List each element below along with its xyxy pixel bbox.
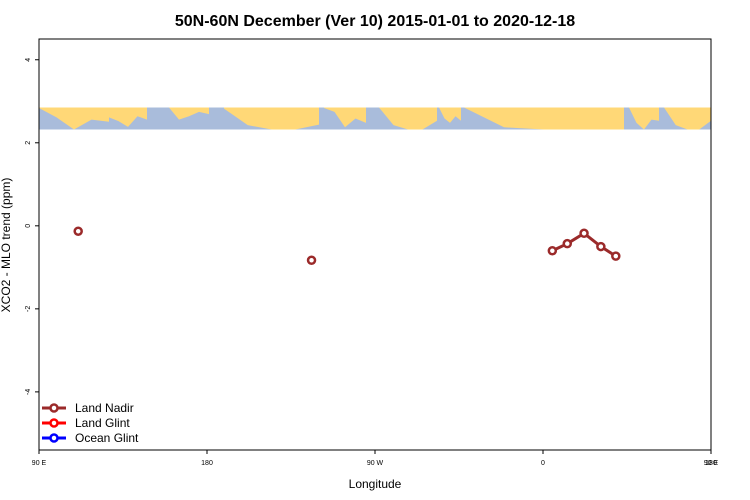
map-land [109, 107, 147, 127]
y-tick-label: 0 [25, 224, 32, 228]
map-land [169, 107, 209, 120]
x-tick-label: 90 W [367, 460, 384, 467]
map-land [629, 107, 659, 130]
map-land [464, 107, 624, 130]
x-tick-label: 0 [541, 460, 545, 467]
legend-marker [49, 418, 59, 428]
legend-label: Land Nadir [75, 401, 134, 415]
x-axis-label: Longitude [349, 477, 402, 491]
legend-marker [49, 433, 59, 443]
y-tick-label: -4 [25, 389, 32, 395]
map-land [379, 107, 437, 130]
y-tick-label: 2 [25, 141, 32, 145]
series-layer [73, 226, 621, 266]
data-point [306, 255, 317, 266]
map-land [324, 107, 366, 128]
x-tick-label: 180 [201, 460, 213, 467]
data-point [547, 245, 558, 256]
legend-label: Land Glint [75, 416, 130, 430]
plot-frame [38, 38, 712, 451]
map-land [224, 107, 319, 130]
chart-title: 50N-60N December (Ver 10) 2015-01-01 to … [175, 13, 575, 30]
map-land [39, 107, 109, 130]
x-tick-label: 180 [705, 460, 717, 467]
map-land [439, 107, 461, 123]
data-point [73, 226, 83, 236]
legend-label: Ocean Glint [75, 431, 139, 445]
y-axis-label: XCO2 - MLO trend (ppm) [0, 178, 13, 313]
data-point [611, 251, 621, 261]
map-land [664, 107, 711, 130]
y-tick-label: -2 [25, 306, 32, 312]
y-tick-label: 4 [25, 58, 32, 62]
data-point [579, 228, 589, 239]
y-axis: -4 -2 0 2 4 [25, 58, 39, 395]
data-point [562, 238, 573, 249]
data-point [596, 241, 606, 252]
x-tick-label: 90 E [704, 460, 719, 467]
x-tick-label: 90 E [32, 460, 47, 467]
map-band [39, 107, 711, 130]
legend-marker [49, 403, 59, 413]
